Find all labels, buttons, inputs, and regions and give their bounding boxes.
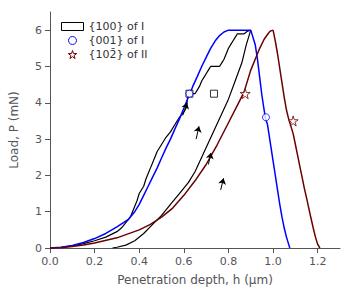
svg-text:Load, P (mN): Load, P (mN) <box>7 91 21 169</box>
svg-text:1.0: 1.0 <box>264 255 282 268</box>
svg-text:3: 3 <box>35 133 42 146</box>
svg-text:5: 5 <box>35 60 42 73</box>
svg-text:0.0: 0.0 <box>41 255 59 268</box>
svg-text:0.2: 0.2 <box>86 255 104 268</box>
svg-text:{102̄} of II: {102̄} of II <box>89 48 148 61</box>
svg-text:4: 4 <box>35 96 42 109</box>
svg-text:0.6: 0.6 <box>175 255 193 268</box>
svg-text:1.2: 1.2 <box>309 255 327 268</box>
svg-text:0.4: 0.4 <box>130 255 148 268</box>
svg-text:{001} of I: {001} of I <box>89 34 145 47</box>
svg-text:0.8: 0.8 <box>220 255 238 268</box>
svg-text:{100} of I: {100} of I <box>89 20 145 33</box>
svg-text:0: 0 <box>35 242 42 255</box>
svg-text:1: 1 <box>35 205 42 218</box>
svg-text:2: 2 <box>35 169 42 182</box>
svg-text:Penetration depth, h (μm): Penetration depth, h (μm) <box>117 273 273 287</box>
svg-text:6: 6 <box>35 24 42 37</box>
